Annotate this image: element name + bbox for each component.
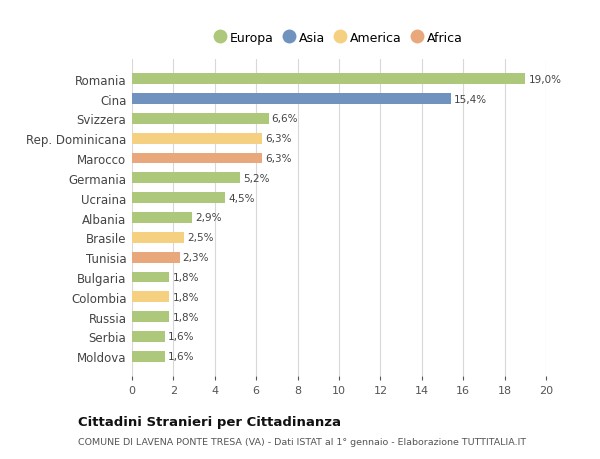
Text: 2,5%: 2,5% [187,233,214,243]
Text: 4,5%: 4,5% [228,193,255,203]
Text: COMUNE DI LAVENA PONTE TRESA (VA) - Dati ISTAT al 1° gennaio - Elaborazione TUTT: COMUNE DI LAVENA PONTE TRESA (VA) - Dati… [78,437,526,446]
Bar [132,292,169,302]
Text: 19,0%: 19,0% [529,74,562,84]
Bar [132,252,179,263]
Bar [132,114,269,124]
Bar [132,153,262,164]
Text: 1,8%: 1,8% [172,272,199,282]
Bar [132,213,192,224]
Text: Cittadini Stranieri per Cittadinanza: Cittadini Stranieri per Cittadinanza [78,415,341,428]
Bar [132,74,526,85]
Text: 1,6%: 1,6% [168,352,195,362]
Bar [132,331,165,342]
Text: 2,3%: 2,3% [183,252,209,263]
Bar [132,351,165,362]
Text: 5,2%: 5,2% [243,174,269,184]
Bar [132,134,262,144]
Bar [132,94,451,105]
Text: 1,6%: 1,6% [168,332,195,342]
Text: 6,6%: 6,6% [272,114,298,124]
Legend: Europa, Asia, America, Africa: Europa, Asia, America, Africa [211,28,467,48]
Bar [132,232,184,243]
Bar [132,272,169,283]
Bar [132,312,169,322]
Text: 2,9%: 2,9% [195,213,221,223]
Bar [132,193,225,204]
Text: 1,8%: 1,8% [172,312,199,322]
Text: 1,8%: 1,8% [172,292,199,302]
Text: 15,4%: 15,4% [454,94,487,104]
Text: 6,3%: 6,3% [266,154,292,164]
Text: 6,3%: 6,3% [266,134,292,144]
Bar [132,173,239,184]
